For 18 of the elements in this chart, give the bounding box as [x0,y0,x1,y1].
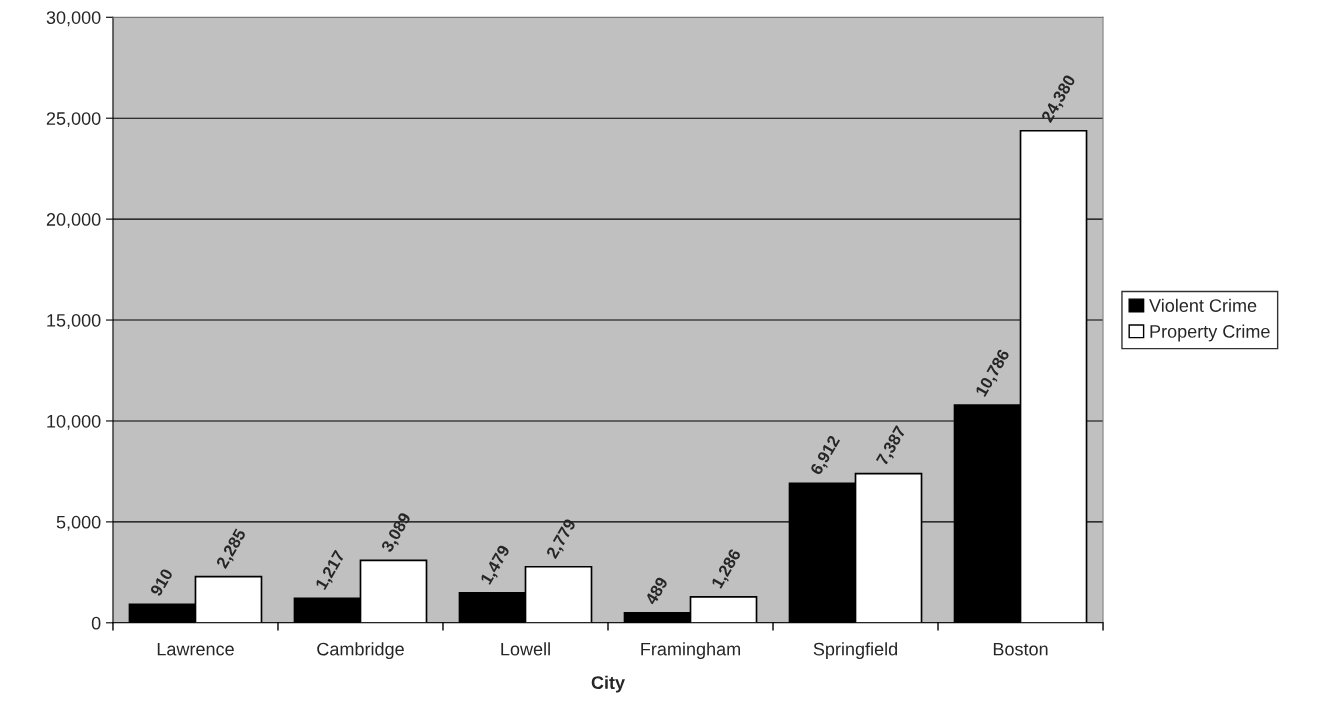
legend-label: Property Crime [1150,324,1270,342]
y-tick-label: 30,000 [46,11,101,27]
data-label: 910 [149,567,174,597]
x-axis-title: City [591,675,625,693]
legend-label: Violent Crime [1149,298,1257,312]
x-tick-label: Lawrence [157,642,234,656]
data-label: 489 [644,576,669,606]
y-tick-label: 5,000 [56,515,101,531]
y-tick-label: 0 [91,616,101,630]
x-tick-label: Lowell [501,642,550,656]
y-tick-label: 20,000 [46,213,101,228]
x-tick-label: Framingham [641,642,740,660]
x-tick-label: Cambridge [317,642,404,660]
y-tick-label: 25,000 [46,112,101,128]
y-tick-label: 15,000 [47,313,101,329]
y-tick-label: 10,000 [47,414,101,430]
x-tick-label: Springfield [813,642,898,660]
x-tick-label: Boston [993,642,1048,656]
